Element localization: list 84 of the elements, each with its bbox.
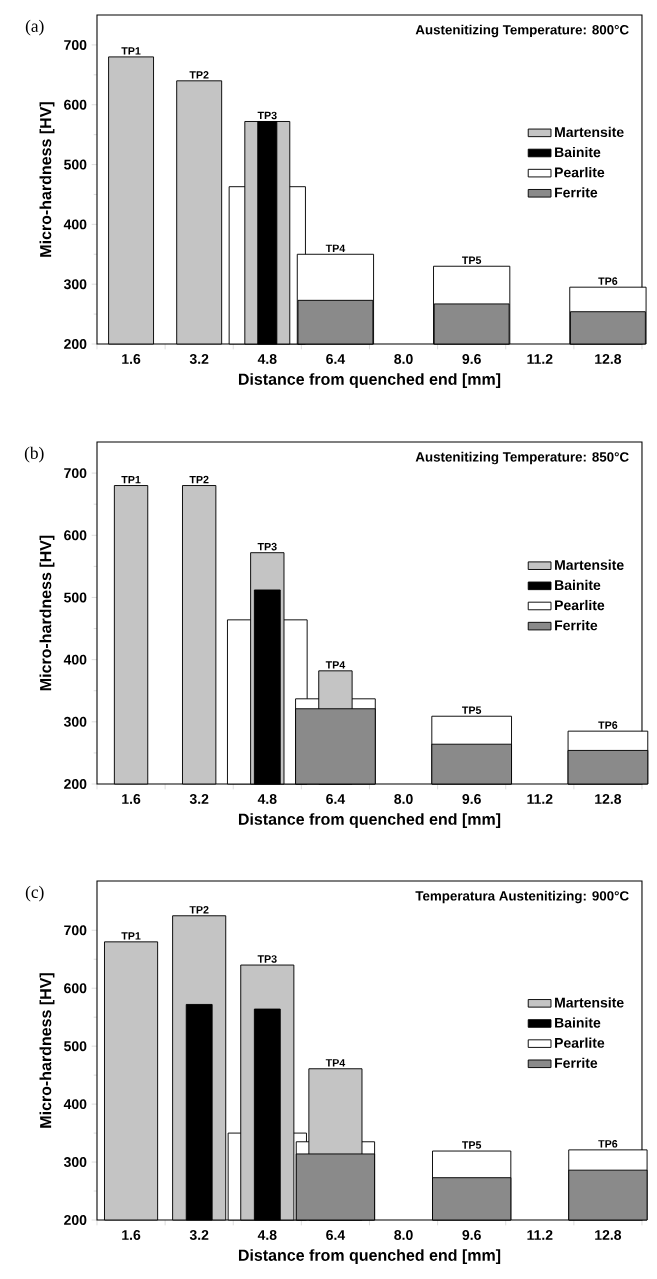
text: (c) <box>25 885 44 902</box>
text: (a) <box>25 19 44 36</box>
legend-label: Martensite <box>555 997 624 1008</box>
y-tick-label: 500 <box>64 592 87 603</box>
y-tick-label: 500 <box>64 159 87 170</box>
y-tick-label: 500 <box>64 1041 87 1052</box>
y-tick-label: 600 <box>64 530 87 541</box>
x-tick-label: 4.8 <box>257 794 277 804</box>
annotation: TP2 <box>189 71 209 79</box>
annotation: TP4 <box>325 1059 346 1067</box>
y-tick-label: 700 <box>64 925 87 936</box>
annotation: TP3 <box>257 955 277 963</box>
y-tick-label: 600 <box>64 99 87 110</box>
x-tick-label: 9.6 <box>462 354 481 364</box>
x-tick-label: 4.8 <box>257 354 277 364</box>
text: Austenitizing Temperature: 800°C <box>415 24 629 38</box>
x-tick-label: 3.2 <box>189 354 209 364</box>
legend-label: Martensite <box>555 559 624 570</box>
text: (b) <box>24 446 44 463</box>
x-tick-label: 6.4 <box>326 794 346 804</box>
y-tick-label: 700 <box>64 39 87 50</box>
y-tick-label: 200 <box>64 1215 87 1225</box>
annotation: TP6 <box>598 721 618 729</box>
x-tick-label: 3.2 <box>189 1230 209 1240</box>
legend-label: Pearlite <box>555 167 605 178</box>
x-tick-label: 8.0 <box>394 354 413 364</box>
x-tick-label: 6.4 <box>326 1230 346 1240</box>
x-tick-label: 1.6 <box>122 794 141 804</box>
x-axis-title: Distance from quenched end [mm] <box>238 1249 501 1265</box>
annotation: TP5 <box>462 256 482 264</box>
annotation: TP5 <box>462 706 482 714</box>
y-tick-label: 400 <box>63 219 87 230</box>
y-tick-label: 200 <box>64 339 87 349</box>
legend-label: Pearlite <box>555 1037 605 1048</box>
annotation: TP6 <box>598 277 618 285</box>
legend-label: Ferrite <box>555 187 598 198</box>
x-tick-label: 9.6 <box>462 794 481 804</box>
annotation: TP5 <box>462 1141 482 1149</box>
y-tick-label: 300 <box>63 716 87 727</box>
x-tick-label: 12.8 <box>595 1230 622 1240</box>
legend-label: Martensite <box>555 126 624 138</box>
x-tick-label: 12.8 <box>595 794 622 804</box>
legend-label: Bainite <box>555 579 601 591</box>
y-axis-title: Micro-hardness [HV] <box>39 973 55 1128</box>
y-tick-label: 400 <box>63 654 87 665</box>
text: Temperatura Austenitizing: 900°C <box>415 890 629 904</box>
annotation: TP2 <box>189 475 209 484</box>
legend-label: Bainite <box>555 1017 601 1028</box>
x-tick-label: 11.2 <box>527 794 553 804</box>
x-tick-label: 6.4 <box>326 354 346 364</box>
x-tick-label: 9.6 <box>462 1230 481 1240</box>
x-tick-label: 4.8 <box>257 1230 277 1240</box>
annotation: TP4 <box>325 244 346 253</box>
x-axis-title: Distance from quenched end [mm] <box>238 813 501 829</box>
y-axis-title: Micro-hardness [HV] <box>39 535 55 691</box>
text: Austenitizing Temperature: 850°C <box>415 451 629 465</box>
x-tick-label: 12.8 <box>595 354 622 364</box>
y-tick-label: 300 <box>63 279 87 290</box>
x-tick-label: 1.6 <box>122 1230 141 1240</box>
annotation: TP1 <box>121 932 141 940</box>
annotation: TP2 <box>189 906 209 914</box>
annotation: TP1 <box>121 47 141 55</box>
annotation: TP1 <box>121 475 141 484</box>
y-tick-label: 200 <box>64 779 87 789</box>
legend-label: Bainite <box>555 146 601 158</box>
y-tick-label: 400 <box>63 1099 87 1110</box>
annotation: TP4 <box>325 661 346 669</box>
y-tick-label: 600 <box>64 983 87 994</box>
annotation: TP6 <box>598 1140 618 1148</box>
x-tick-label: 8.0 <box>394 1230 413 1240</box>
x-axis-title: Distance from quenched end [mm] <box>238 373 501 389</box>
legend-label: Pearlite <box>555 599 605 611</box>
y-tick-label: 700 <box>64 468 87 479</box>
x-tick-label: 1.6 <box>122 354 141 364</box>
annotation: TP3 <box>257 111 277 120</box>
y-tick-label: 300 <box>63 1157 87 1168</box>
y-axis-title: Micro-hardness [HV] <box>39 102 55 257</box>
x-tick-label: 11.2 <box>527 1230 553 1240</box>
x-tick-label: 3.2 <box>189 794 209 804</box>
x-tick-label: 11.2 <box>527 354 553 364</box>
annotation: TP3 <box>257 542 277 551</box>
legend-label: Ferrite <box>555 620 598 631</box>
x-tick-label: 8.0 <box>394 794 413 804</box>
legend-label: Ferrite <box>555 1057 598 1068</box>
